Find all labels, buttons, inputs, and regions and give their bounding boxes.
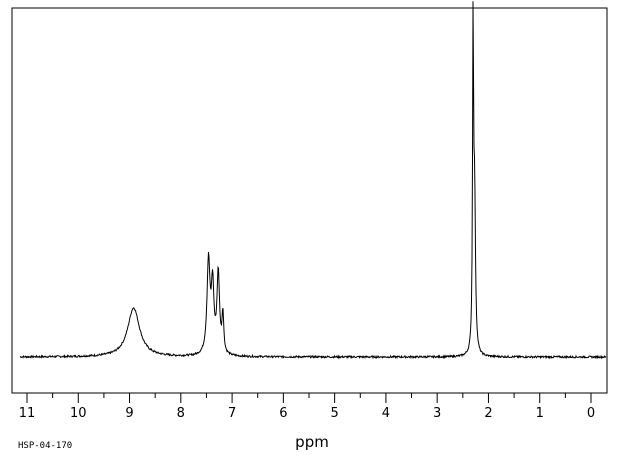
spectrum-line [19,1,607,360]
x-tick-label: 9 [125,406,133,421]
x-tick-label: 10 [70,406,87,421]
x-tick-label: 4 [382,406,390,421]
plot-frame [11,7,608,394]
x-tick-label: 6 [279,406,287,421]
x-tick-label: 0 [587,406,595,421]
x-axis-title: ppm [295,433,329,451]
x-tick-label: 8 [177,406,185,421]
x-axis-tick-labels: 11 10 9 8 7 6 5 4 3 2 1 0 [19,406,595,421]
x-axis-ticks [26,393,592,403]
x-tick-label: 1 [536,406,544,421]
x-tick-label: 7 [228,406,236,421]
spectrum-code-label: HSP-04-170 [18,441,72,451]
x-tick-label: 11 [19,406,36,421]
x-tick-label: 3 [433,406,441,421]
x-tick-label: 5 [330,406,338,421]
x-tick-label: 2 [484,406,492,421]
